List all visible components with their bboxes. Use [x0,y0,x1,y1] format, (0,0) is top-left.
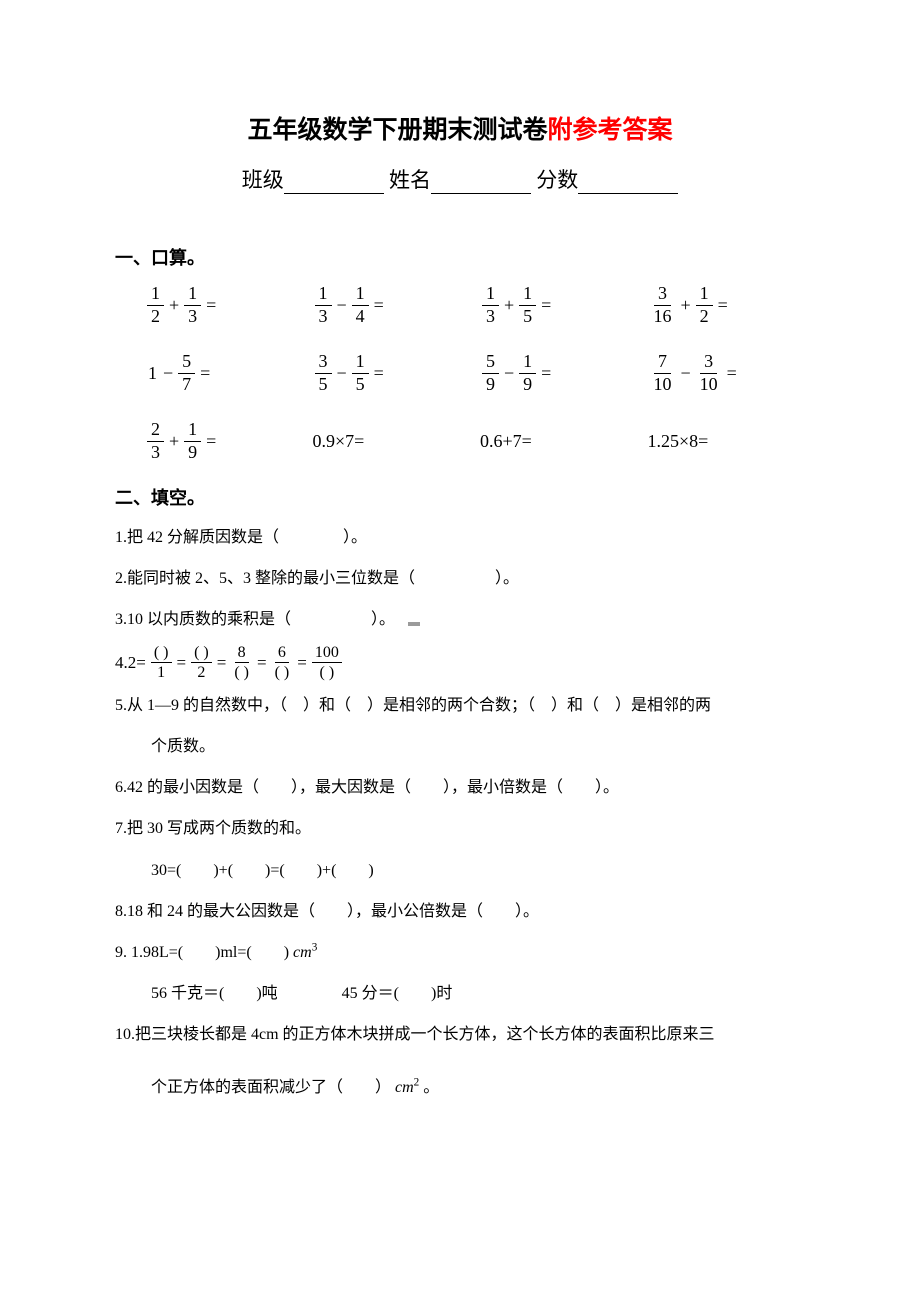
name-blank [431,170,531,194]
q5-line2: 个质数。 [115,729,805,764]
calc-r3c4: 1.25×8= [648,416,806,466]
fill-blank-list: 1.把 42 分解质因数是（ ）。 2.能同时被 2、5、3 整除的最小三位数是… [115,520,805,1106]
q1: 1.把 42 分解质因数是（ ）。 [115,520,805,555]
student-info-line: 班级 姓名 分数 [115,164,805,194]
calc-r1c4: 316 + 12 = [648,280,806,330]
q5-line1: 5.从 1—9 的自然数中，（ ）和（ ）是相邻的两个合数；（ ）和（ ）是相邻… [115,688,805,723]
q9-line2: 56 千克＝( )吨 45 分＝( )时 [115,976,805,1011]
document-title: 五年级数学下册期末测试卷附参考答案 [115,110,805,146]
mental-calc-grid: 12 + 13 = 13 − 14 = 13 + 15 = 316 + 12 =… [145,280,805,466]
score-label: 分数 [536,168,578,192]
q6: 6.42 的最小因数是（ ），最大因数是（ ），最小倍数是（ ）。 [115,770,805,805]
q3: 3.10 以内质数的乘积是（ ）。 [115,602,805,637]
section-1-heading: 一、口算。 [115,244,805,270]
q10b-sup: 2 [414,1077,420,1089]
q9-line1: 9. 1.98L=( )ml=( ) cm3 [115,935,805,970]
title-answer-note: 附参考答案 [548,116,673,144]
q4: 4.2= ( )1 = ( )2 = 8( ) = 6( ) = 100( ) [115,644,805,682]
q7: 7.把 30 写成两个质数的和。 [115,811,805,846]
calc-r2c2: 35 − 15 = [313,348,471,398]
class-blank [284,170,384,194]
q9a-sup: 3 [312,942,318,954]
calc-r1c3: 13 + 15 = [480,280,638,330]
calc-r2c1: 1 − 57 = [145,348,303,398]
calc-r1c2: 13 − 14 = [313,280,471,330]
q7-eq: 30=( )+( )=( )+( ) [115,853,805,888]
section-2-heading: 二、填空。 [115,484,805,510]
q10b-prefix: 个正方体的表面积减少了（ ） [151,1079,391,1096]
name-label: 姓名 [389,168,431,192]
q10-line2: 个正方体的表面积减少了（ ） cm2 。 [115,1070,805,1105]
q9a-text: 9. 1.98L=( )ml=( ) [115,944,293,961]
calc-r3c1: 23 + 19 = [145,416,303,466]
score-blank [578,170,678,194]
calc-r2c4: 710 − 310 = [648,348,806,398]
calc-r1c1: 12 + 13 = [145,280,303,330]
q8: 8.18 和 24 的最大公因数是（ ），最小公倍数是（ ）。 [115,894,805,929]
q2: 2.能同时被 2、5、3 整除的最小三位数是（ ）。 [115,561,805,596]
page-marker [408,622,420,626]
q10-line1: 10.把三块棱长都是 4cm 的正方体木块拼成一个长方体，这个长方体的表面积比原… [115,1017,805,1052]
class-label: 班级 [242,168,284,192]
q4-prefix: 4.2= [115,653,146,673]
q10b-suffix: 。 [423,1079,439,1096]
q9a-unit: cm [293,944,312,961]
title-main: 五年级数学下册期末测试卷 [247,116,547,144]
calc-r3c3: 0.6+7= [480,416,638,466]
calc-r3c2: 0.9×7= [313,416,471,466]
q10b-unit: cm [395,1079,414,1096]
calc-r2c3: 59 − 19 = [480,348,638,398]
